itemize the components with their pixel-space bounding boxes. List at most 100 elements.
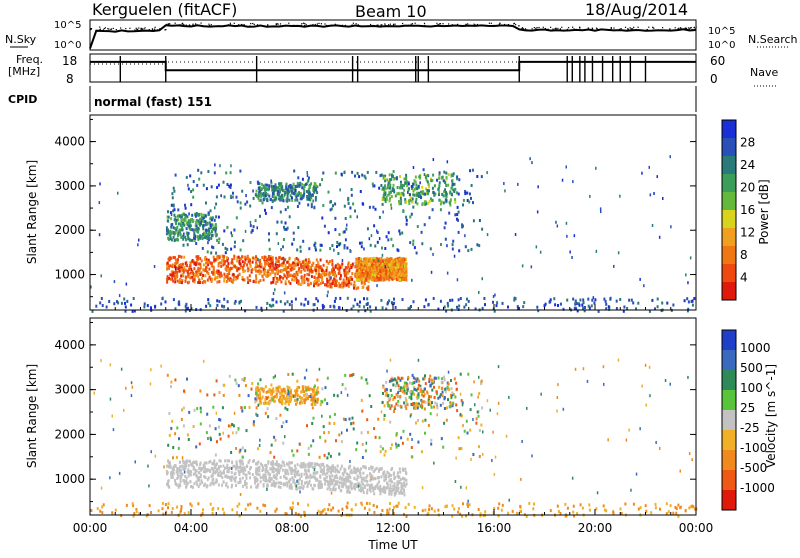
power-cell [432,174,434,177]
power-cell [375,263,377,266]
power-cell [462,225,464,228]
power-cell [179,229,181,232]
power-cell [430,179,432,182]
power-cell [357,215,359,218]
power-cell [227,265,229,268]
velocity-cell [263,485,265,488]
power-cell [204,220,206,223]
power-cell [277,186,279,189]
search-noise-dot [538,27,539,28]
search-noise-dot [694,27,695,28]
power-cell [197,255,199,258]
power-cell [382,211,384,214]
power-cell [458,305,460,308]
velocity-cell [221,484,223,487]
velocity-cell [357,467,359,470]
power-cell [545,303,547,306]
power-cell [417,194,419,197]
power-cell [301,280,303,283]
search-noise-dot [125,28,126,29]
power-cell [346,247,348,250]
velocity-cell [178,467,180,470]
power-cell [305,263,307,266]
search-noise-dot [491,23,492,24]
search-noise-dot [438,24,439,25]
power-cell [393,170,395,173]
power-cell [315,269,317,272]
velocity-cell [371,466,373,469]
power-cell [357,172,359,175]
power-cell [391,195,393,198]
power-cell [223,277,225,280]
power-cell [387,186,389,189]
power-cell [287,189,289,192]
power-cell [401,270,403,273]
power-cell [182,263,184,266]
power-cell [299,184,301,187]
power-cell [398,263,400,266]
velocity-cell [246,486,248,489]
power-cell [280,211,282,214]
search-noise-dot [686,29,687,30]
power-cell [267,187,269,190]
velocity-cell [347,489,349,492]
power-cell [320,259,322,262]
power-cell [369,273,371,276]
power-cell [415,181,417,184]
power-cell [257,226,259,229]
power-cell [457,219,459,222]
velocity-cell [195,474,197,477]
power-cell [342,259,344,262]
velocity-cell [212,478,214,481]
power-cell [562,179,564,182]
search-noise-dot [695,28,696,29]
search-noise-dot [686,28,687,29]
power-cell [441,193,443,196]
power-cell [447,160,449,163]
power-cell [280,264,282,267]
power-cell [476,175,478,178]
power-cell [378,278,380,281]
sky-noise-trace [90,25,696,48]
power-cell [392,175,394,178]
velocity-cell [280,482,282,485]
power-cell [160,303,162,306]
velocity-cell [425,401,427,404]
velocity-cell [190,473,192,476]
power-cell [223,273,225,276]
power-cell [330,208,332,211]
power-cell [273,292,275,295]
power-cell [218,184,220,187]
power-cell [421,203,423,206]
power-cell [180,275,182,278]
power-cell [228,185,230,188]
velocity-cell [341,477,343,480]
power-cell [192,196,194,199]
power-cell [202,247,204,250]
power-cell [273,277,275,280]
velocity-cell [167,460,169,463]
velocity-cell [226,464,228,467]
power-cell [231,231,233,234]
power-cell [472,169,474,172]
velocity-cell [187,460,189,463]
power-cell [184,213,186,216]
power-cell [404,274,406,277]
power-cell [382,254,384,257]
power-cell [316,191,318,194]
power-cell [311,275,313,278]
power-cell [255,258,257,261]
power-cell [177,232,179,235]
velocity-cell [379,492,381,495]
power-cell [333,305,335,308]
velocity-cell [267,470,269,473]
search-noise-dot [678,28,679,29]
power-cell [298,270,300,273]
power-cell [283,259,285,262]
power-cell [189,174,191,177]
power-cell [385,191,387,194]
power-cell [184,236,186,239]
power-cell [202,214,204,217]
power-cell [178,222,180,225]
power-cell [287,300,289,303]
